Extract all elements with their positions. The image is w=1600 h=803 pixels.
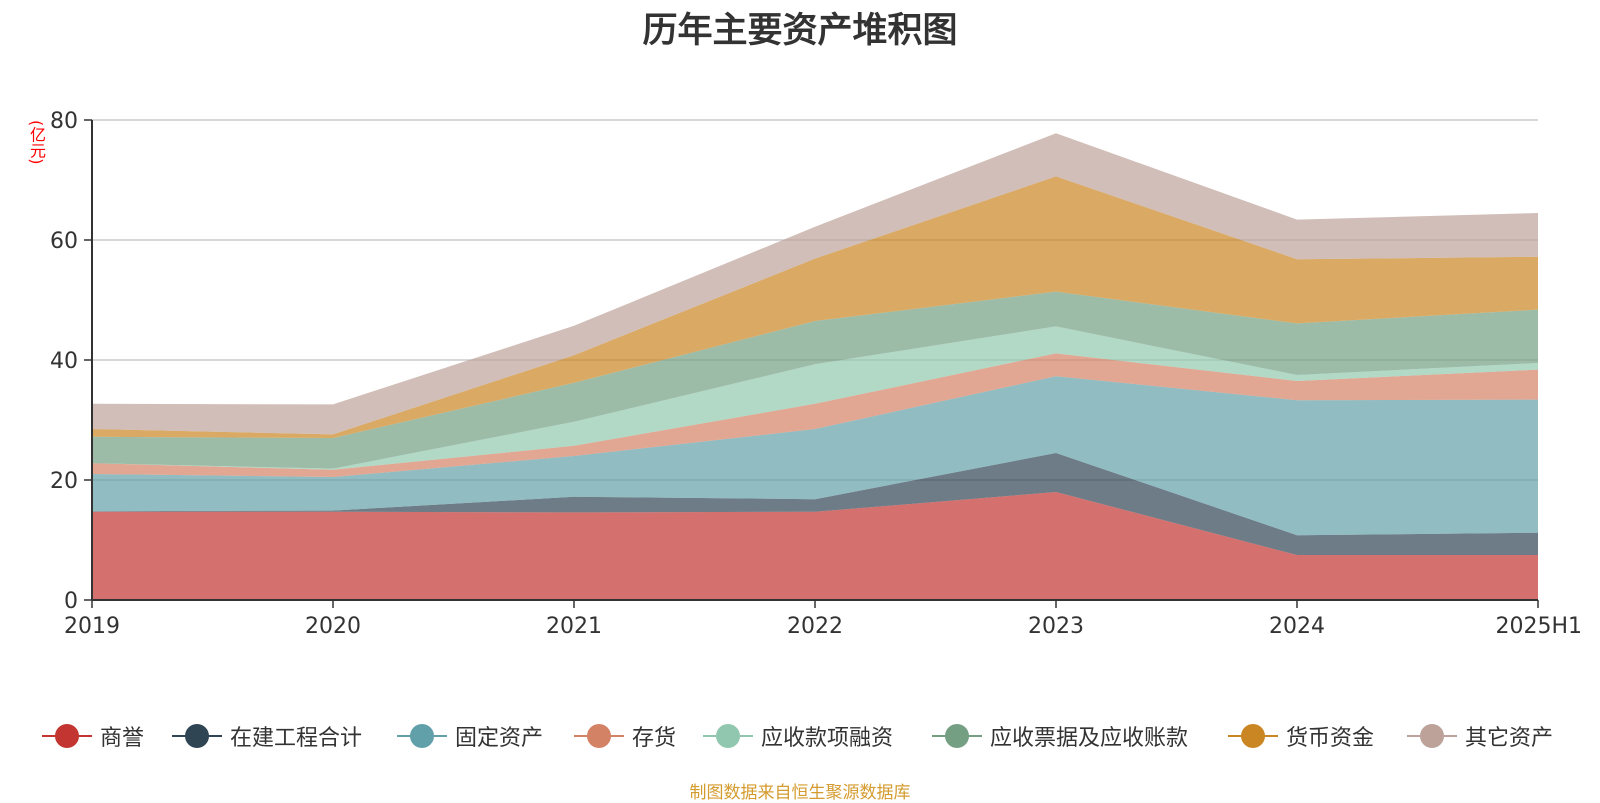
legend-marker-icon	[703, 724, 753, 748]
area-series-1	[92, 453, 1538, 555]
x-tick-label: 2022	[787, 614, 843, 639]
legend-marker-icon	[42, 724, 92, 748]
legend-label: 固定资产	[455, 726, 544, 751]
area-series-7	[92, 133, 1538, 435]
area-series	[92, 133, 1538, 600]
y-tick-label: 0	[64, 589, 78, 614]
area-series-0	[92, 492, 1538, 600]
source-note: 制图数据来自恒生聚源数据库	[689, 783, 911, 803]
legend-marker-icon	[574, 724, 624, 748]
legend-item[interactable]: 应收款项融资	[703, 720, 893, 752]
legend-marker-icon	[1407, 724, 1457, 748]
x-tick-label: 2020	[305, 614, 361, 639]
legend-label: 存货	[632, 726, 677, 751]
y-tick-label: 20	[50, 469, 78, 494]
chart-title: 历年主要资产堆积图	[642, 11, 958, 51]
legend-item[interactable]: 在建工程合计	[172, 720, 362, 752]
legend-label: 商誉	[100, 726, 145, 751]
legend-label: 应收票据及应收账款	[990, 726, 1189, 751]
legend-label: 货币资金	[1286, 726, 1375, 751]
y-tick-label: 80	[50, 109, 78, 134]
x-tick-label: 2024	[1269, 614, 1325, 639]
legend-label: 其它资产	[1465, 726, 1554, 751]
area-series-4	[92, 326, 1538, 470]
x-tick-label: 2021	[546, 614, 602, 639]
legend-label: 在建工程合计	[230, 726, 363, 751]
legend-item[interactable]: 存货	[574, 720, 676, 752]
legend-item[interactable]: 货币资金	[1228, 720, 1374, 752]
y-tick-label: 60	[50, 229, 78, 254]
axes: 0 20 40 60 80 2019 2020 2021 2022 2023 2024 2025H1	[50, 109, 1582, 639]
legend-item[interactable]: 应收票据及应收账款	[932, 720, 1188, 752]
legend-label: 应收款项融资	[761, 726, 894, 751]
legend-item[interactable]: 固定资产	[397, 720, 543, 752]
y-tick-label: 40	[50, 349, 78, 374]
x-tick-label: 2023	[1028, 614, 1084, 639]
legend-item[interactable]: 商誉	[42, 720, 144, 752]
area-series-3	[92, 353, 1538, 477]
legend-marker-icon	[172, 724, 222, 748]
x-tick-label: 2019	[64, 614, 120, 639]
stacked-area-chart: 0 20 40 60 80 2019 2020 2021 2022 2023 2024 2025H1	[50, 109, 1582, 639]
legend: 商誉 在建工程合计 固定资产 存货 应收款项融资 应收票据及应收账款 货币资金 其它资产	[0, 720, 1600, 760]
area-series-2	[92, 376, 1538, 536]
y-axis-unit-label: (亿元)	[27, 120, 46, 165]
x-tick-label: 2025H1	[1495, 614, 1582, 639]
legend-marker-icon	[1228, 724, 1278, 748]
legend-item[interactable]: 其它资产	[1407, 720, 1553, 752]
area-series-5	[92, 291, 1538, 469]
legend-marker-icon	[397, 724, 447, 748]
area-series-6	[92, 176, 1538, 438]
legend-marker-icon	[932, 724, 982, 748]
